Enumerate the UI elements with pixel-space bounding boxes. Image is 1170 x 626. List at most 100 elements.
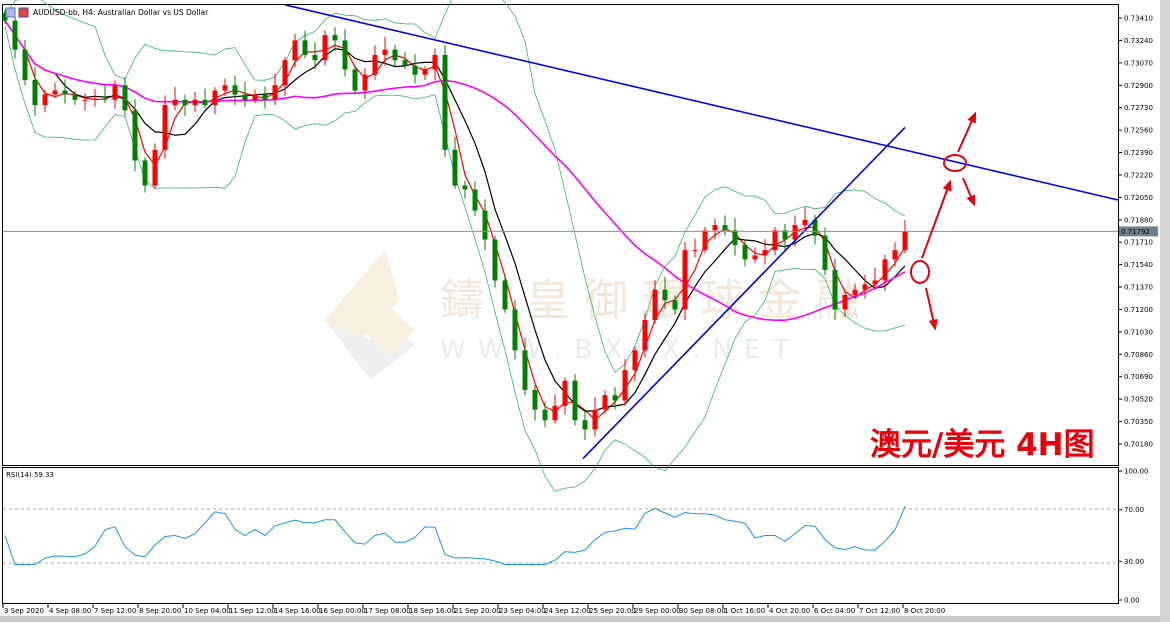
arrow-head (967, 111, 977, 124)
y-tick-label: 0.71540 (1124, 261, 1153, 269)
candle-bull (282, 60, 288, 86)
x-tick-label: 7 Oct 12:00 (859, 607, 900, 615)
pair-label: 澳元/美元 4H图 (870, 427, 1095, 463)
y-tick-label: 0.70690 (1124, 373, 1153, 381)
ma-mid-line (4, 20, 906, 412)
candle-bull (222, 85, 228, 91)
candle-bear (202, 99, 208, 106)
y-tick-label: 0.70350 (1124, 418, 1153, 426)
candle-bear (512, 309, 518, 351)
x-tick-label: 8 Sep 20:00 (139, 607, 181, 615)
x-tick-label: 11 Sep 12:00 (229, 607, 276, 615)
candle-bull (642, 320, 648, 351)
x-tick-label: 18 Sep 16:00 (409, 607, 456, 615)
annotation-markers (910, 111, 977, 331)
candle-bull (852, 289, 858, 295)
candle-bear (182, 99, 188, 106)
candle-bear (522, 350, 528, 390)
candle-bull (272, 85, 278, 100)
price-panel[interactable] (2, 4, 1119, 466)
candle-bear (242, 94, 248, 100)
x-tick-label: 25 Sep 20:00 (589, 607, 636, 615)
candle-bear (612, 395, 618, 401)
candle-bull (772, 230, 778, 251)
candle-bear (502, 280, 508, 310)
candle-bull (862, 284, 868, 290)
candle-bull (562, 380, 568, 406)
candle-bear (342, 40, 348, 70)
candle-bull (422, 69, 428, 75)
rsi-label: RSI(14) 59.33 (6, 471, 54, 479)
price-circle (910, 260, 930, 284)
y-tick-label: 0.70520 (1124, 396, 1153, 404)
y-tick-label: 0.72730 (1124, 104, 1153, 112)
candle-bear (482, 210, 488, 240)
candle-bear (452, 149, 458, 186)
rsi-tick-label: 100.00 (1124, 468, 1149, 476)
candle-bear (822, 235, 828, 270)
x-tick-label: 8 Oct 20:00 (904, 607, 945, 615)
y-tick-label: 0.70180 (1124, 440, 1153, 448)
candle-bull (882, 259, 888, 281)
indicator-icon (18, 7, 29, 18)
candle-bear (142, 160, 148, 186)
x-tick-label: 21 Sep 20:00 (454, 607, 501, 615)
bollinger-upper (4, 0, 906, 374)
y-tick-label: 0.72900 (1124, 82, 1153, 90)
candle-bull (842, 294, 848, 310)
candle-bear (412, 65, 418, 75)
x-tick-label: 1 Oct 16:00 (724, 607, 765, 615)
y-tick-label: 0.72220 (1124, 171, 1153, 179)
arrow-shaft (921, 181, 951, 259)
y-tick-label: 0.70860 (1124, 351, 1153, 359)
candle-bull (292, 40, 298, 61)
candle-bull (682, 250, 688, 310)
arrow-head (966, 194, 976, 207)
right-frame (1160, 0, 1170, 622)
rsi-tick-label: 70.00 (1124, 506, 1144, 514)
candle-bull (432, 54, 438, 70)
candle-bear (442, 54, 448, 150)
x-tick-label: 4 Sep 08:00 (49, 607, 91, 615)
candle-bull (652, 289, 658, 321)
candle-bull (702, 230, 708, 251)
candle-bull (592, 409, 598, 430)
candle-bull (792, 225, 798, 240)
chart-header: AUDUSD-bb, H4: Australian Dollar vs US D… (5, 7, 209, 18)
chart-title: AUDUSD-bb, H4: Australian Dollar vs US D… (33, 8, 209, 17)
candle-bear (832, 269, 838, 310)
candle-bear (542, 409, 548, 421)
x-tick-label: 16 Sep 00:00 (319, 607, 366, 615)
candle-bear (672, 300, 678, 310)
candle-bull (602, 395, 608, 410)
candle-bull (212, 90, 218, 106)
candle-bear (732, 230, 738, 245)
y-tick-label: 0.73070 (1124, 59, 1153, 67)
y-tick-label: 0.71200 (1124, 306, 1153, 314)
candle-bear (742, 244, 748, 260)
x-tick-label: 7 Sep 12:00 (94, 607, 136, 615)
candle-bull (622, 370, 628, 401)
x-tick-label: 17 Sep 08:00 (364, 607, 411, 615)
candle-bear (262, 94, 268, 100)
candle-bull (362, 74, 368, 91)
candle-bull (632, 350, 638, 371)
candle-bear (582, 420, 588, 430)
arrow-head (942, 179, 952, 192)
candle-bull (872, 280, 878, 285)
candle-bull (52, 90, 58, 95)
svg-text:鑄 皇御環球金融: 鑄 皇御環球金融 (440, 275, 874, 326)
candle-bull (192, 99, 198, 106)
rsi-tick-label: 30.00 (1124, 558, 1144, 566)
candle-bear (722, 225, 728, 231)
x-tick-label: 6 Oct 04:00 (814, 607, 855, 615)
candle-bear (402, 60, 408, 66)
candle-bull (92, 98, 98, 100)
x-tick-label: 4 Oct 20:00 (769, 607, 810, 615)
rsi-panel[interactable] (2, 467, 1119, 604)
candle-bull (692, 250, 698, 252)
candle-bull (152, 149, 158, 186)
candle-bear (102, 98, 108, 100)
y-tick-label: 0.71880 (1124, 216, 1153, 224)
